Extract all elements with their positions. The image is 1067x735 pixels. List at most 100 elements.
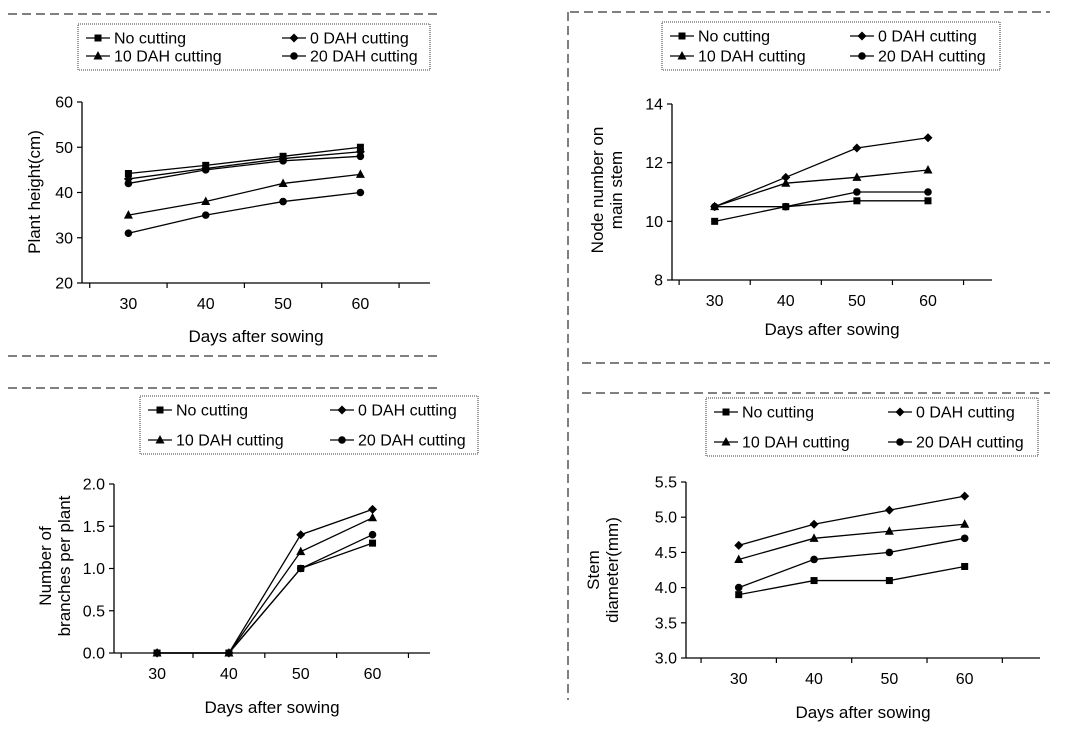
x-tick-label: 60 [919, 293, 937, 310]
y-axis-title-line: Number of [36, 526, 55, 606]
y-tick-label: 0.5 [83, 603, 105, 620]
data-point [960, 519, 970, 528]
legend-swatch-marker [289, 33, 299, 43]
data-point [884, 526, 894, 535]
legend-swatch-marker [290, 52, 298, 60]
data-point [885, 577, 893, 585]
x-axis-title: Days after sowing [795, 703, 930, 722]
x-tick-label: 50 [292, 666, 310, 683]
data-point [124, 179, 133, 188]
data-point [735, 591, 743, 599]
series-line [738, 495, 965, 546]
series-line [738, 523, 965, 561]
data-point [923, 133, 933, 143]
x-axis-title: Days after sowing [204, 698, 339, 717]
legend-entry: No cutting [176, 403, 248, 420]
series-line [714, 137, 929, 208]
legend-entry: 0 DAH cutting [916, 405, 1015, 422]
legend-entry: 0 DAH cutting [310, 31, 409, 48]
data-point [781, 202, 790, 211]
legend-entry: 10 DAH cutting [176, 433, 284, 450]
series-line [157, 508, 373, 654]
y-tick-label: 50 [55, 140, 73, 157]
y-axis-title-line: branches per plant [55, 495, 74, 636]
data-point [884, 505, 894, 515]
x-axis-title: Days after sowing [764, 320, 899, 339]
data-point [123, 210, 133, 219]
y-tick-label: 60 [55, 95, 73, 112]
legend-entry: 10 DAH cutting [698, 49, 806, 66]
y-axis-title-line: main stem [607, 151, 626, 229]
data-point [296, 546, 306, 556]
data-point [201, 196, 211, 206]
data-point [852, 143, 862, 153]
legend-box [139, 395, 479, 455]
legend-entry: 20 DAH cutting [878, 49, 986, 66]
data-point [225, 649, 233, 657]
data-point [853, 188, 861, 196]
series-line [738, 537, 965, 589]
x-tick-label: 40 [805, 671, 823, 688]
y-axis-title: Node number onmain stem [588, 127, 626, 254]
x-tick-label: 50 [848, 293, 866, 310]
legend-entry: 10 DAH cutting [114, 49, 222, 66]
y-axis-title-line: Plant height(cm) [25, 130, 44, 254]
series-line [157, 534, 373, 654]
series-line [157, 517, 373, 654]
series-line [714, 191, 928, 208]
legend-swatch-marker [857, 31, 867, 41]
series-line [738, 565, 965, 596]
y-tick-label: 1.0 [83, 561, 105, 578]
legend-swatch-marker [155, 435, 165, 444]
y-axis-title-line: diameter(mm) [603, 517, 622, 623]
series-line [128, 191, 361, 234]
y-tick-label: 4.0 [655, 580, 677, 597]
legend-swatch-marker [858, 52, 866, 60]
legend-entry: 20 DAH cutting [358, 433, 466, 450]
data-point [356, 152, 365, 161]
legend: No cutting 0 DAH cutting 10 DAH cutting 20 … [705, 397, 1039, 457]
legend-entry: 0 DAH cutting [358, 403, 457, 420]
data-point [810, 577, 818, 585]
y-tick-label: 3.0 [655, 651, 677, 668]
legend-entry: 20 DAH cutting [310, 49, 418, 66]
chart-panel-3: 0.0 0.5 1.0 1.5 2.0 30 40 50 60 Days after sowing… [36, 395, 479, 717]
x-tick-label: 50 [274, 296, 292, 313]
x-tick-label: 40 [777, 293, 795, 310]
y-axis-title-line: Stem [584, 550, 603, 590]
x-tick-label: 40 [197, 296, 215, 313]
data-point [296, 564, 305, 573]
y-tick-label: 3.5 [655, 615, 677, 632]
y-axis-title: Plant height(cm) [25, 130, 44, 254]
x-tick-label: 40 [220, 666, 238, 683]
data-point [810, 555, 818, 564]
x-tick-label: 30 [120, 296, 138, 313]
x-axis-title: Days after sowing [188, 327, 323, 346]
legend-entry: No cutting [742, 405, 814, 422]
y-tick-label: 20 [55, 276, 73, 293]
y-tick-label: 5.5 [655, 475, 677, 492]
legend-entry: 10 DAH cutting [742, 435, 850, 452]
y-axis-title-line: Node number on [588, 127, 607, 254]
y-tick-label: 0.0 [83, 646, 105, 663]
data-point [885, 548, 894, 557]
data-point [734, 583, 743, 592]
y-axis-title: Number ofbranches per plant [36, 495, 74, 636]
y-tick-label: 40 [55, 185, 73, 202]
data-point [153, 649, 161, 657]
legend-swatch-marker [677, 51, 687, 60]
legend-entry: 0 DAH cutting [878, 29, 977, 46]
data-point [368, 512, 378, 522]
data-point [809, 533, 819, 542]
y-tick-label: 8 [654, 273, 663, 290]
data-point [368, 504, 378, 514]
data-point [960, 534, 969, 543]
legend-swatch-marker [721, 437, 731, 446]
data-point [923, 165, 933, 174]
series-line [128, 151, 361, 180]
legend-box [661, 21, 1001, 71]
legend-box [77, 23, 431, 71]
legend-swatch-marker [338, 436, 346, 444]
panel-frame-dashes [8, 11, 1050, 700]
